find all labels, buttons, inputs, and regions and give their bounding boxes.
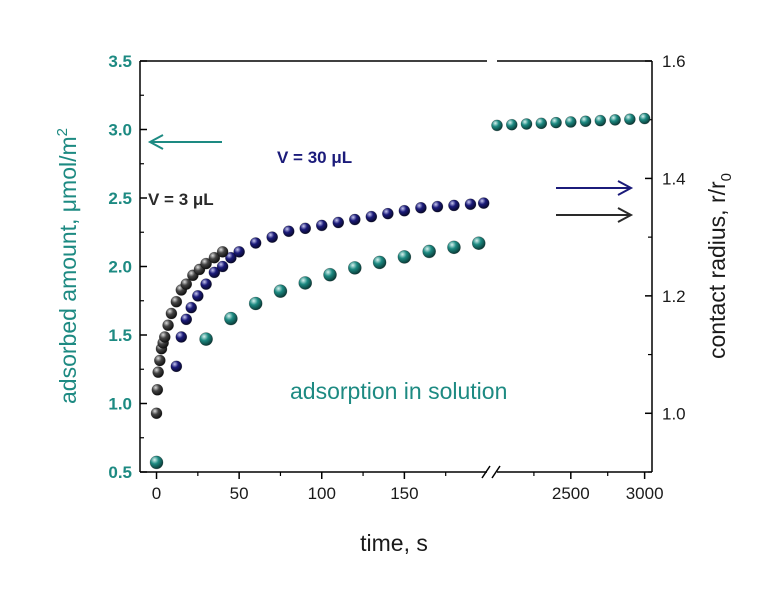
data-point [185, 301, 198, 314]
data-point [216, 260, 229, 273]
data-point [170, 360, 183, 373]
data-point [151, 383, 164, 396]
data-point [332, 216, 345, 229]
data-point [299, 222, 312, 235]
data-point [382, 207, 394, 220]
left-tick-label: 0.5 [108, 463, 132, 482]
series-3 [491, 112, 651, 132]
data-point [505, 118, 518, 131]
data-point [282, 225, 295, 238]
data-point [200, 278, 212, 290]
right-axis-arrow-navy [556, 180, 634, 196]
data-point [298, 276, 313, 290]
data-point [200, 257, 212, 270]
series-1 [170, 197, 490, 373]
data-point [415, 201, 427, 214]
data-point [638, 112, 651, 125]
left-tick-label: 3.5 [108, 52, 132, 71]
annotation-solution: adsorption in solution [290, 378, 507, 404]
right-tick-label: 1.6 [662, 52, 686, 71]
data-point [520, 118, 533, 130]
right-axis-label-sub: 0 [718, 173, 735, 181]
right-tick-label: 1.4 [662, 169, 686, 188]
data-point [431, 200, 444, 213]
data-point [448, 199, 460, 212]
data-point [372, 255, 387, 270]
data-point [266, 231, 278, 243]
right-axis-arrow-dark [556, 207, 634, 223]
series-0 [149, 236, 486, 470]
left-tick-label: 2.0 [108, 258, 132, 277]
right-axis-label-main: contact radius, r/r [704, 181, 730, 359]
data-point [199, 332, 213, 346]
left-axis-arrow [147, 134, 222, 150]
data-point [348, 261, 362, 275]
left-tick-label: 2.5 [108, 189, 132, 208]
data-marks [149, 112, 651, 470]
data-point [349, 213, 361, 226]
data-point [464, 198, 477, 211]
right-tick-label: 1.0 [662, 404, 686, 423]
left-axis-label-sup: 2 [54, 128, 71, 136]
data-point [158, 331, 171, 343]
data-point [491, 119, 503, 132]
data-point [594, 114, 607, 127]
data-point [273, 284, 288, 298]
data-point [180, 278, 193, 290]
data-point [162, 319, 174, 332]
data-point [216, 246, 229, 258]
left-axis-label-main: adsorbed amount, μmol/m [55, 136, 81, 404]
data-point [165, 307, 178, 320]
left-tick-label: 1.0 [108, 395, 132, 414]
data-point [170, 295, 183, 308]
x-axis-label: time, s [360, 530, 428, 556]
data-point [550, 116, 562, 129]
data-point [248, 296, 263, 311]
data-point [154, 354, 166, 367]
data-point [447, 240, 461, 255]
annotation-v30: V = 30 μL [277, 148, 352, 167]
data-point [249, 237, 262, 249]
data-point [192, 290, 204, 302]
data-point [565, 116, 577, 128]
data-point [323, 267, 337, 282]
data-point [398, 204, 411, 217]
data-point [579, 115, 592, 128]
x-tick-label: 2500 [552, 484, 590, 503]
x-tick-label: 150 [390, 484, 418, 503]
left-tick-label: 3.0 [108, 121, 132, 140]
data-point [150, 407, 163, 420]
data-point [233, 246, 245, 258]
data-point [315, 219, 328, 232]
right-tick-label: 1.2 [662, 287, 686, 306]
x-tick-label: 100 [308, 484, 336, 503]
data-point [365, 210, 378, 223]
series-2 [150, 246, 229, 420]
x-tick-label: 50 [230, 484, 249, 503]
data-point [208, 266, 221, 279]
x-tick-label: 0 [152, 484, 161, 503]
data-point [180, 313, 193, 326]
data-point [422, 244, 436, 259]
data-point [397, 250, 412, 264]
tick-layer: 0.5 1.0 1.5 2.0 2.5 3.0 3.5 1.0 1.2 1.4 1.6 0 50 100 1… [108, 52, 685, 503]
data-point [149, 455, 164, 470]
annotation-v3: V = 3 μL [148, 190, 214, 209]
data-point [208, 251, 221, 264]
data-point [535, 117, 548, 130]
data-point [152, 366, 164, 378]
data-point [225, 251, 237, 264]
data-point [624, 113, 636, 126]
left-tick-label: 1.5 [108, 326, 132, 345]
left-axis-label: adsorbed amount, μmol/m2 [54, 128, 81, 404]
data-point [471, 236, 486, 251]
data-point [175, 331, 188, 343]
data-point [609, 114, 621, 126]
right-axis-label: contact radius, r/r0 [704, 173, 735, 359]
data-point [477, 197, 490, 209]
axis-break-mark [481, 465, 501, 479]
data-point [224, 311, 238, 326]
x-tick-label: 3000 [626, 484, 664, 503]
